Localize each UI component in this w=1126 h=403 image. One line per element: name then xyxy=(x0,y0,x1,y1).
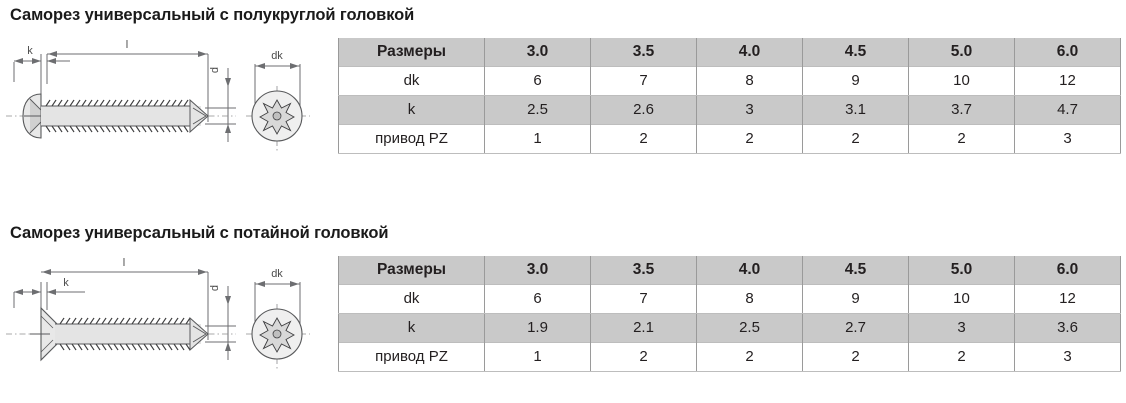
dimension-label-dk: dk xyxy=(271,50,283,62)
table-cell: 2 xyxy=(590,124,697,154)
dimension-arrowheads-d xyxy=(225,78,231,133)
dimension-arrowheads-d xyxy=(225,296,231,351)
table-cell: 3 xyxy=(1014,124,1121,154)
table-row-label: привод PZ xyxy=(338,124,485,154)
dimension-arrowheads-l xyxy=(42,269,207,275)
table-row-label: dk xyxy=(338,284,485,314)
head-cross-section-view-countersunk: dk xyxy=(246,268,310,370)
table-cell: 1.9 xyxy=(484,313,591,343)
table-row-label: k xyxy=(338,95,485,125)
table-cell: 2.7 xyxy=(802,313,909,343)
table-header-cell: 4.5 xyxy=(802,38,909,67)
table-header-row: Размеры 3.0 3.5 4.0 4.5 5.0 6.0 xyxy=(338,38,1121,67)
table-cell: 7 xyxy=(590,284,697,314)
table-row: привод PZ 1 2 2 2 2 3 xyxy=(338,124,1121,154)
table-header-cell: 6.0 xyxy=(1014,38,1121,67)
table-cell: 10 xyxy=(908,284,1015,314)
dimensions-table-wrapper-countersunk: Размеры 3.0 3.5 4.0 4.5 5.0 6.0 dk 6 7 8… xyxy=(338,256,1121,372)
table-cell: 1 xyxy=(484,124,591,154)
table-cell: 12 xyxy=(1014,66,1121,96)
table-header-cell: 4.0 xyxy=(696,256,803,285)
table-cell: 1 xyxy=(484,342,591,372)
technical-drawing-pan-head: k l d xyxy=(0,30,330,160)
table-header-cell: 3.5 xyxy=(590,256,697,285)
table-cell: 2 xyxy=(696,124,803,154)
table-row: dk 6 7 8 9 10 12 xyxy=(338,284,1121,314)
dimension-arrowheads-k xyxy=(14,289,56,295)
table-row: dk 6 7 8 9 10 12 xyxy=(338,66,1121,96)
dimensions-table-countersunk-head: Размеры 3.0 3.5 4.0 4.5 5.0 6.0 dk 6 7 8… xyxy=(338,256,1121,372)
screw-head-pan xyxy=(22,93,42,139)
table-header-cell: 4.0 xyxy=(696,38,803,67)
dimension-label-k: k xyxy=(63,277,69,289)
dimension-label-l: l xyxy=(126,39,128,51)
table-cell: 8 xyxy=(696,284,803,314)
table-row-label: k xyxy=(338,313,485,343)
table-header-cell: 3.0 xyxy=(484,38,591,67)
table-header-cell: 3.5 xyxy=(590,38,697,67)
countersunk-head-screw-diagram: k l d xyxy=(6,257,310,370)
table-row: привод PZ 1 2 2 2 2 3 xyxy=(338,342,1121,372)
table-header-cell: Размеры xyxy=(338,256,485,285)
table-cell: 3.6 xyxy=(1014,313,1121,343)
dimensions-table-pan-head: Размеры 3.0 3.5 4.0 4.5 5.0 6.0 dk 6 7 8… xyxy=(338,38,1121,154)
dimension-label-k: k xyxy=(27,45,33,57)
table-cell: 2.5 xyxy=(484,95,591,125)
table-cell: 6 xyxy=(484,66,591,96)
page-title-countersunk-head: Саморез универсальный с потайной головко… xyxy=(10,224,389,242)
table-header-row: Размеры 3.0 3.5 4.0 4.5 5.0 6.0 xyxy=(338,256,1121,285)
table-cell: 2.5 xyxy=(696,313,803,343)
dimension-arrowheads-l xyxy=(48,51,207,57)
table-row-label: привод PZ xyxy=(338,342,485,372)
dimension-label-l: l xyxy=(123,257,125,269)
table-cell: 10 xyxy=(908,66,1015,96)
head-cross-section-view-pan: dk xyxy=(246,50,310,152)
table-header-cell: 6.0 xyxy=(1014,256,1121,285)
table-row: k 1.9 2.1 2.5 2.7 3 3.6 xyxy=(338,313,1121,343)
screw-shank-threaded xyxy=(41,98,209,134)
dimension-label-d: d xyxy=(209,285,221,291)
dimension-label-d: d xyxy=(209,67,221,73)
table-header-cell: Размеры xyxy=(338,38,485,67)
table-header-cell: 5.0 xyxy=(908,256,1015,285)
table-cell: 4.7 xyxy=(1014,95,1121,125)
table-cell: 7 xyxy=(590,66,697,96)
screw-head-countersunk xyxy=(30,306,58,362)
table-cell: 2 xyxy=(590,342,697,372)
dimensions-table-wrapper-pan: Размеры 3.0 3.5 4.0 4.5 5.0 6.0 dk 6 7 8… xyxy=(338,38,1121,154)
table-cell: 3 xyxy=(696,95,803,125)
table-header-cell: 5.0 xyxy=(908,38,1015,67)
table-row-label: dk xyxy=(338,66,485,96)
table-cell: 3 xyxy=(1014,342,1121,372)
table-cell: 3.7 xyxy=(908,95,1015,125)
table-cell: 2 xyxy=(908,124,1015,154)
table-cell: 12 xyxy=(1014,284,1121,314)
table-cell: 3 xyxy=(908,313,1015,343)
table-header-cell: 3.0 xyxy=(484,256,591,285)
dimension-label-dk: dk xyxy=(271,268,283,280)
table-cell: 2 xyxy=(908,342,1015,372)
pan-head-screw-diagram: k l d xyxy=(6,39,310,152)
table-cell: 9 xyxy=(802,284,909,314)
table-cell: 3.1 xyxy=(802,95,909,125)
technical-drawing-countersunk-head: k l d xyxy=(0,248,330,378)
table-cell: 2.6 xyxy=(590,95,697,125)
table-cell: 2 xyxy=(802,342,909,372)
table-cell: 6 xyxy=(484,284,591,314)
table-cell: 2.1 xyxy=(590,313,697,343)
table-cell: 2 xyxy=(802,124,909,154)
table-cell: 8 xyxy=(696,66,803,96)
table-cell: 2 xyxy=(696,342,803,372)
table-header-cell: 4.5 xyxy=(802,256,909,285)
screw-shank-threaded xyxy=(55,316,209,352)
table-row: k 2.5 2.6 3 3.1 3.7 4.7 xyxy=(338,95,1121,125)
dimension-arrowheads-k xyxy=(14,58,56,64)
page-title-pan-head: Саморез универсальный с полукруглой голо… xyxy=(10,6,415,24)
table-cell: 9 xyxy=(802,66,909,96)
